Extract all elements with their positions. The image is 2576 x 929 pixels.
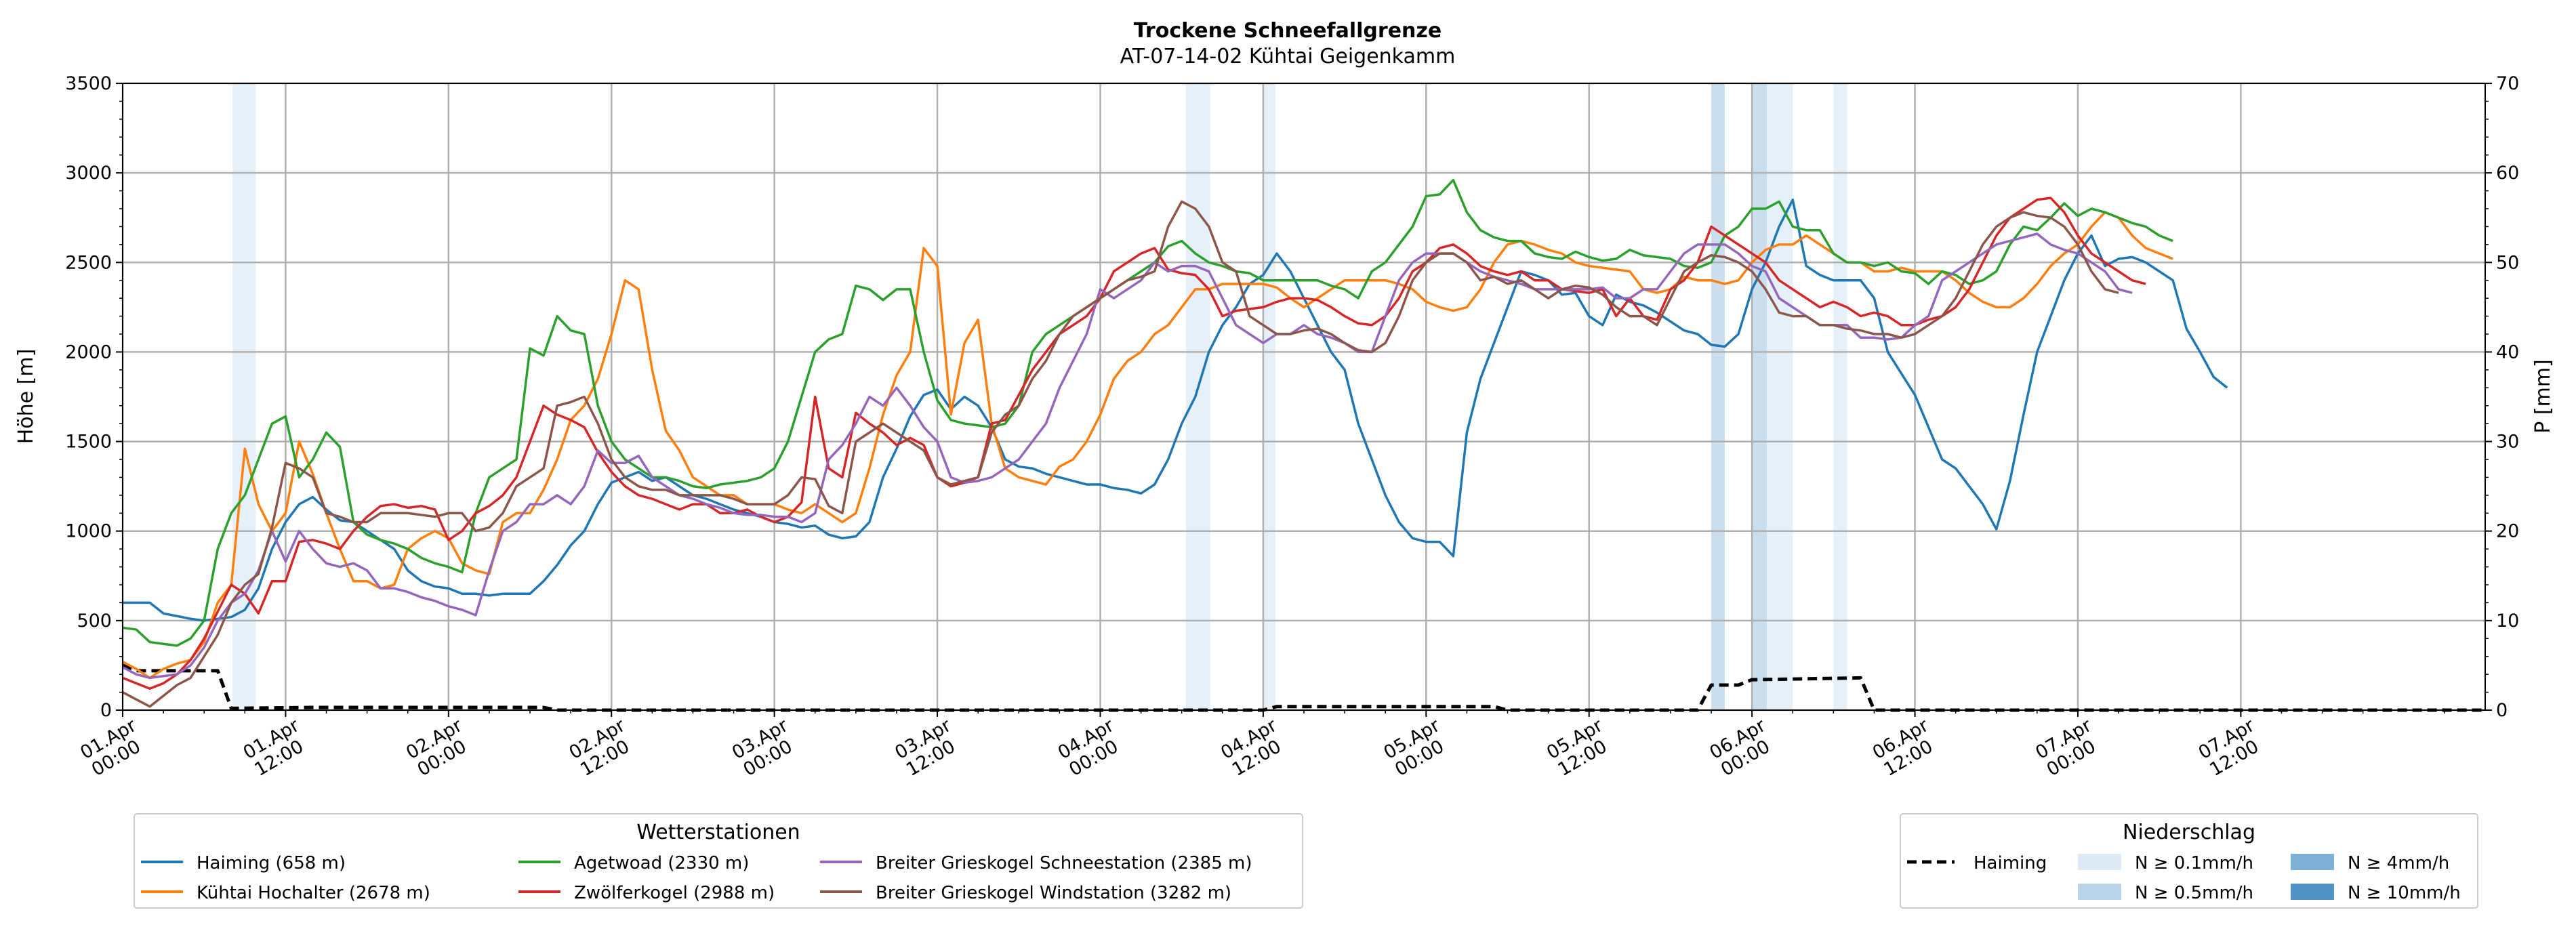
legend-precip-label-0: N ≥ 0.1mm/h (2135, 853, 2253, 873)
precip-band (1752, 83, 1767, 710)
legend-label-4: Breiter Grieskogel Schneestation (2385 m… (876, 853, 1252, 873)
y2-tick-label: 20 (2496, 521, 2519, 542)
y-tick-label: 1000 (65, 521, 112, 542)
y2-tick-label: 50 (2496, 252, 2519, 273)
legend-stations-title: Wetterstationen (636, 821, 800, 844)
legend-precip-swatch-2 (2291, 854, 2334, 870)
series-line-2 (122, 178, 2173, 647)
legend-stations-items: Haiming (658 m) Kühtai Hochalter (2678 m)… (141, 853, 1252, 903)
precipitation-line-layer (122, 663, 2485, 712)
legend-precip-swatch-1 (2078, 884, 2121, 900)
y-tick-label: 0 (100, 700, 112, 721)
precip-line-haiming (122, 663, 2485, 712)
legend-precip: Niederschlag Haiming N ≥ 0.1mm/h N ≥ 0.5m… (1900, 813, 2478, 909)
precip-band (1767, 83, 1793, 710)
y-axis-label: Höhe [m] (14, 349, 38, 445)
legend-precip-line-label: Haiming (1974, 853, 2047, 873)
y2-tick-label: 40 (2496, 342, 2519, 363)
y2-tick-label: 60 (2496, 163, 2519, 184)
y-tick-label: 2000 (65, 342, 112, 363)
legend-label-0: Haiming (658 m) (197, 853, 346, 873)
legend-precip-items: N ≥ 0.1mm/h N ≥ 0.5mm/h N ≥ 4mm/h N ≥ 10mm/… (2078, 853, 2461, 903)
legend-precip-label-2: N ≥ 4mm/h (2348, 853, 2449, 873)
series-lines (122, 178, 2228, 708)
legend-precip-label-1: N ≥ 0.5mm/h (2135, 883, 2253, 903)
legend-label-2: Agetwoad (2330 m) (574, 853, 749, 873)
precip-band (1185, 83, 1210, 710)
chart-subtitle: AT-07-14-02 Kühtai Geigenkamm (1120, 45, 1456, 68)
legend-label-3: Zwölferkogel (2988 m) (574, 883, 775, 903)
precip-band (232, 83, 256, 710)
precip-band (1833, 83, 1847, 710)
legend-label-1: Kühtai Hochalter (2678 m) (197, 883, 430, 903)
y-tick-label: 500 (77, 611, 112, 632)
legend-precip-swatch-3 (2291, 884, 2334, 900)
legend-stations: Wetterstationen Haiming (658 m) Kühtai Ho… (134, 813, 1303, 909)
precip-band (1711, 83, 1725, 710)
y-tick-label: 3000 (65, 163, 112, 184)
legend-stations-box (134, 813, 1303, 909)
legend-label-5: Breiter Grieskogel Windstation (3282 m) (876, 883, 1231, 903)
y-tick-label: 3500 (65, 73, 112, 94)
series-line-5 (122, 200, 2119, 708)
chart-title: Trockene Schneefallgrenze (1134, 19, 1442, 43)
y2-tick-label: 0 (2496, 700, 2508, 721)
y-tick-label: 1500 (65, 432, 112, 453)
precip-band (1263, 83, 1275, 710)
series-line-3 (122, 197, 2146, 690)
legend-precip-label-3: N ≥ 10mm/h (2348, 883, 2461, 903)
y2-axis-label: P [mm] (2531, 359, 2555, 433)
precipitation-bands (232, 83, 1847, 710)
y-tick-label: 2500 (65, 252, 112, 273)
legend-precip-title: Niederschlag (2123, 821, 2255, 844)
y2-tick-label: 10 (2496, 611, 2519, 632)
series-line-4 (122, 232, 2133, 680)
y2-tick-label: 70 (2496, 73, 2519, 94)
y2-tick-label: 30 (2496, 432, 2519, 453)
legend-precip-swatch-0 (2078, 854, 2121, 870)
